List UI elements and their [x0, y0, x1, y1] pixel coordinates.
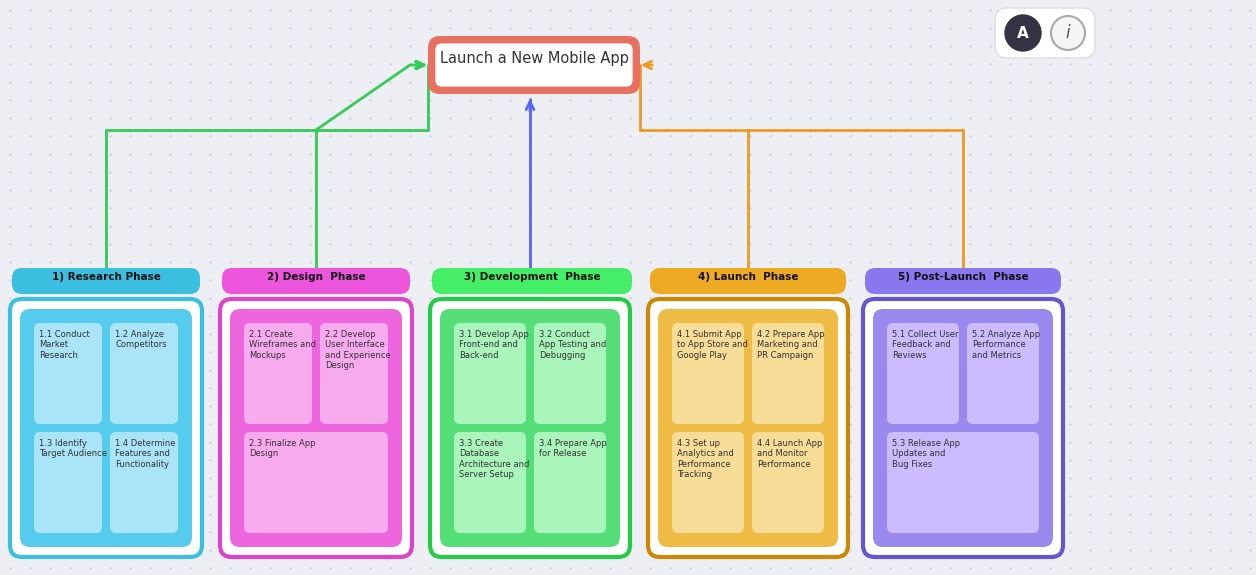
FancyBboxPatch shape	[220, 299, 412, 557]
FancyBboxPatch shape	[658, 309, 838, 547]
FancyBboxPatch shape	[111, 432, 178, 533]
Text: 2) Design  Phase: 2) Design Phase	[266, 272, 365, 282]
Text: A: A	[1017, 25, 1029, 40]
Text: 4.3 Set up
Analytics and
Performance
Tracking: 4.3 Set up Analytics and Performance Tra…	[677, 439, 734, 479]
FancyBboxPatch shape	[111, 323, 178, 424]
Text: 4) Launch  Phase: 4) Launch Phase	[698, 272, 799, 282]
Text: 1.3 Identify
Target Audience: 1.3 Identify Target Audience	[39, 439, 107, 458]
FancyBboxPatch shape	[13, 268, 200, 294]
FancyBboxPatch shape	[752, 432, 824, 533]
FancyBboxPatch shape	[34, 323, 102, 424]
FancyBboxPatch shape	[651, 268, 847, 294]
FancyBboxPatch shape	[752, 323, 824, 424]
Text: 3.4 Prepare App
for Release: 3.4 Prepare App for Release	[539, 439, 607, 458]
Text: 4.1 Submit App
to App Store and
Google Play: 4.1 Submit App to App Store and Google P…	[677, 330, 747, 360]
Text: 3) Development  Phase: 3) Development Phase	[463, 272, 600, 282]
FancyBboxPatch shape	[873, 309, 1053, 547]
FancyBboxPatch shape	[967, 323, 1039, 424]
FancyBboxPatch shape	[887, 323, 960, 424]
FancyBboxPatch shape	[648, 299, 848, 557]
Text: 3.3 Create
Database
Architecture and
Server Setup: 3.3 Create Database Architecture and Ser…	[458, 439, 529, 479]
FancyBboxPatch shape	[34, 432, 102, 533]
FancyBboxPatch shape	[428, 36, 641, 94]
FancyBboxPatch shape	[672, 323, 744, 424]
Text: 4.4 Launch App
and Monitor
Performance: 4.4 Launch App and Monitor Performance	[757, 439, 823, 469]
Text: Launch a New Mobile App: Launch a New Mobile App	[440, 52, 628, 67]
FancyBboxPatch shape	[672, 432, 744, 533]
FancyBboxPatch shape	[887, 432, 1039, 533]
FancyBboxPatch shape	[432, 268, 632, 294]
FancyBboxPatch shape	[244, 432, 388, 533]
FancyBboxPatch shape	[865, 268, 1061, 294]
Text: 1.4 Determine
Features and
Functionality: 1.4 Determine Features and Functionality	[116, 439, 176, 469]
FancyBboxPatch shape	[10, 299, 202, 557]
Text: 3.2 Conduct
App Testing and
Debugging: 3.2 Conduct App Testing and Debugging	[539, 330, 607, 360]
FancyBboxPatch shape	[863, 299, 1063, 557]
FancyBboxPatch shape	[534, 432, 605, 533]
Text: 5) Post-Launch  Phase: 5) Post-Launch Phase	[898, 272, 1029, 282]
FancyBboxPatch shape	[222, 268, 409, 294]
Text: 5.2 Analyze App
Performance
and Metrics: 5.2 Analyze App Performance and Metrics	[972, 330, 1040, 360]
Text: 2.3 Finalize App
Design: 2.3 Finalize App Design	[249, 439, 315, 458]
FancyBboxPatch shape	[995, 8, 1095, 58]
Text: 2.1 Create
Wireframes and
Mockups: 2.1 Create Wireframes and Mockups	[249, 330, 317, 360]
FancyBboxPatch shape	[440, 309, 620, 547]
FancyBboxPatch shape	[453, 323, 526, 424]
Text: 2.2 Develop
User Interface
and Experience
Design: 2.2 Develop User Interface and Experienc…	[325, 330, 391, 370]
FancyBboxPatch shape	[435, 42, 634, 88]
Text: 5.3 Release App
Updates and
Bug Fixes: 5.3 Release App Updates and Bug Fixes	[892, 439, 960, 469]
FancyBboxPatch shape	[534, 323, 605, 424]
FancyBboxPatch shape	[20, 309, 192, 547]
FancyBboxPatch shape	[320, 323, 388, 424]
Text: 1.1 Conduct
Market
Research: 1.1 Conduct Market Research	[39, 330, 89, 360]
FancyBboxPatch shape	[230, 309, 402, 547]
Text: 5.1 Collect User
Feedback and
Reviews: 5.1 Collect User Feedback and Reviews	[892, 330, 958, 360]
FancyBboxPatch shape	[430, 299, 631, 557]
Text: 4.2 Prepare App
Marketing and
PR Campaign: 4.2 Prepare App Marketing and PR Campaig…	[757, 330, 825, 360]
Circle shape	[1051, 16, 1085, 50]
FancyBboxPatch shape	[244, 323, 311, 424]
Circle shape	[1005, 15, 1041, 51]
Text: 1.2 Analyze
Competitors: 1.2 Analyze Competitors	[116, 330, 167, 350]
Text: 3.1 Develop App
Front-end and
Back-end: 3.1 Develop App Front-end and Back-end	[458, 330, 529, 360]
Text: i: i	[1065, 24, 1070, 42]
Text: 1) Research Phase: 1) Research Phase	[51, 272, 161, 282]
FancyBboxPatch shape	[453, 432, 526, 533]
